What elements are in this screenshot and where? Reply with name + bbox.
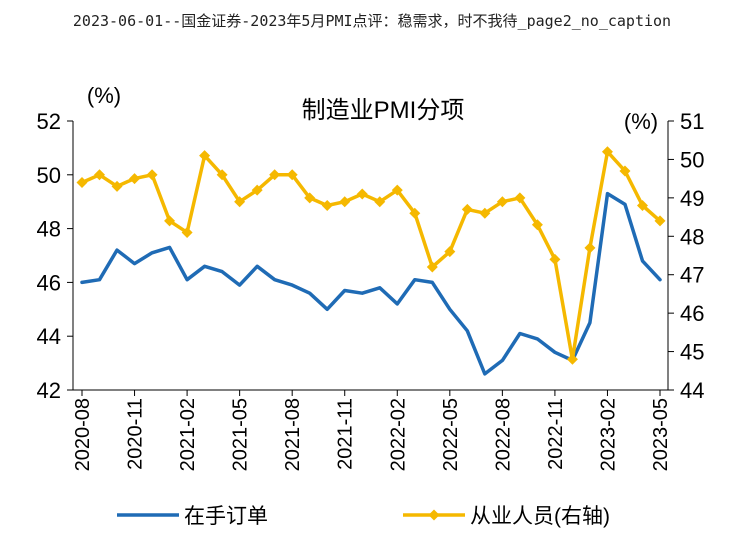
series-point: [654, 215, 666, 227]
x-tick-label: 2021-08: [282, 398, 304, 471]
x-tick-label: 2020-11: [125, 398, 147, 470]
left-tick-label: 52: [37, 109, 61, 134]
left-tick-label: 42: [37, 378, 61, 403]
series-point: [636, 200, 648, 212]
right-tick-label: 51: [680, 109, 704, 134]
right-tick-label: 50: [680, 147, 704, 172]
x-tick-label: 2022-11: [545, 398, 567, 470]
x-tick-label: 2022-02: [387, 398, 409, 471]
series-point: [199, 150, 211, 162]
series-point: [531, 219, 543, 231]
series-point: [601, 146, 613, 158]
right-tick-label: 44: [680, 378, 704, 403]
series-point: [181, 226, 193, 238]
series-point: [146, 169, 158, 181]
series-point: [566, 353, 578, 365]
series-point: [444, 246, 456, 258]
series-line-2: [80, 149, 662, 362]
right-tick-label: 48: [680, 224, 704, 249]
x-tick-label: 2022-05: [440, 398, 462, 471]
series-point: [391, 184, 403, 196]
series-line-1: [80, 191, 662, 376]
legend-label: 从业人员(右轴): [470, 505, 610, 528]
chart-legend: 在手订单 从业人员(右轴): [117, 505, 610, 528]
x-tick-label: 2021-11: [335, 398, 357, 470]
series-point: [234, 196, 246, 208]
x-tick-label: 2021-05: [230, 398, 252, 471]
x-tick-label: 2023-05: [650, 398, 672, 471]
series-point: [549, 253, 561, 265]
x-tick-label: 2022-08: [492, 398, 514, 471]
series-point: [304, 192, 316, 204]
chart-title: 制造业PMI分项: [302, 97, 465, 124]
series-point: [251, 184, 263, 196]
left-axis-unit: (%): [87, 83, 121, 108]
series-point: [409, 207, 421, 219]
series-point: [129, 173, 141, 185]
chart-axes: 42 44 46 48 50 52 44 45 46 47 48 49 50 51 2020-08 2020-…: [37, 109, 705, 471]
x-tick-label: 2020-08: [72, 398, 94, 471]
chart-lines: [76, 146, 666, 376]
right-tick-label: 46: [680, 301, 704, 326]
page-caption: 2023-06-01--国金证券-2023年5月PMI点评：稳需求，时不我待_p…: [72, 12, 672, 30]
series-point: [619, 165, 631, 177]
series-point: [164, 215, 176, 227]
legend-marker: [428, 509, 440, 521]
series-point: [111, 180, 123, 192]
series-point: [76, 176, 88, 188]
series-point: [461, 203, 473, 215]
right-tick-label: 45: [680, 340, 704, 365]
series-point: [286, 169, 298, 181]
left-tick-label: 48: [37, 217, 61, 242]
series-point: [269, 169, 281, 181]
right-axis-unit: (%): [624, 109, 658, 134]
series-point: [496, 196, 508, 208]
left-tick-label: 46: [37, 270, 61, 295]
series-point: [94, 169, 106, 181]
series-point: [479, 207, 491, 219]
series-point: [339, 196, 351, 208]
series-point: [216, 169, 228, 181]
series-point: [584, 242, 596, 254]
x-tick-label: 2021-02: [177, 398, 199, 471]
left-tick-label: 44: [37, 324, 61, 349]
x-tick-label: 2023-02: [597, 398, 619, 471]
series-point: [321, 200, 333, 212]
left-tick-label: 50: [37, 163, 61, 188]
legend-label: 在手订单: [184, 505, 268, 528]
right-tick-label: 47: [680, 263, 704, 288]
right-tick-label: 49: [680, 186, 704, 211]
series-point: [356, 188, 368, 200]
series-point: [374, 196, 386, 208]
series-point: [514, 192, 526, 204]
series-point: [426, 261, 438, 273]
